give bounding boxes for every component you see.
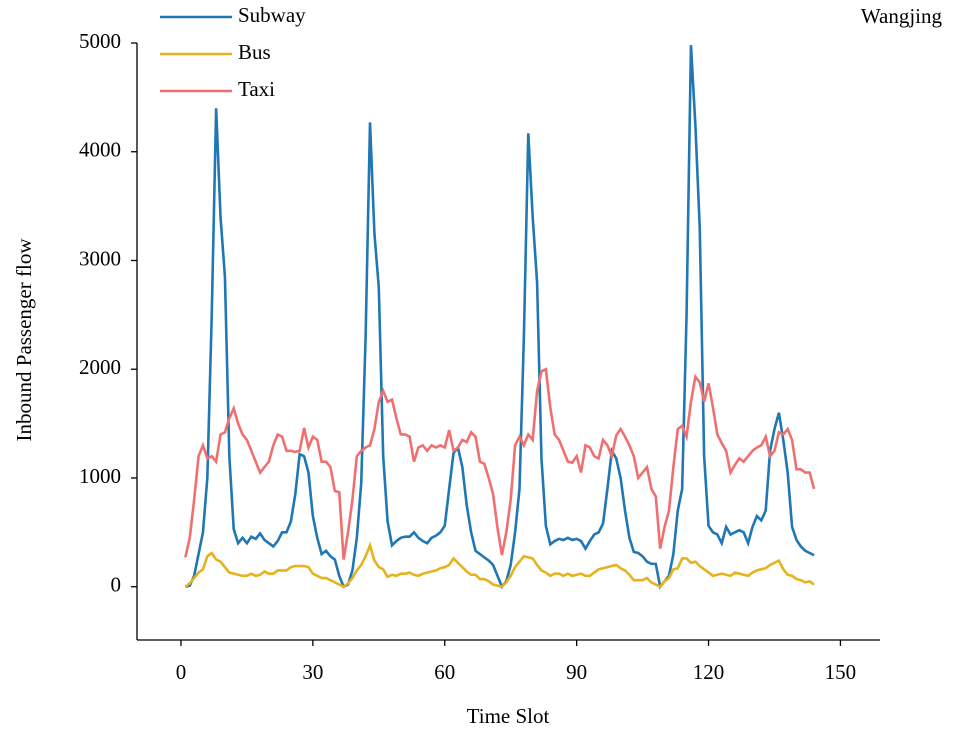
y-tick-label: 4000: [79, 138, 121, 162]
y-tick-label: 1000: [79, 464, 121, 488]
y-tick-label: 0: [111, 573, 122, 597]
x-tick-label: 150: [825, 660, 857, 684]
legend-label: Subway: [238, 3, 306, 27]
x-axis-label: Time Slot: [467, 704, 550, 728]
legend-label: Bus: [238, 40, 271, 64]
x-tick-label: 60: [434, 660, 455, 684]
x-tick-label: 0: [176, 660, 187, 684]
x-tick-label: 30: [302, 660, 323, 684]
x-tick-label: 120: [693, 660, 725, 684]
line-series: [184, 541, 815, 589]
y-tick-label: 3000: [79, 246, 121, 270]
y-axis-label: Inbound Passenger flow: [12, 238, 36, 442]
x-tick-label: 90: [566, 660, 587, 684]
chart-title: Wangjing: [861, 4, 943, 28]
y-tick-label: 2000: [79, 355, 121, 379]
line-series: [185, 45, 815, 590]
legend-label: Taxi: [238, 77, 275, 101]
line-series: [184, 367, 816, 560]
y-tick-label: 5000: [79, 29, 121, 53]
